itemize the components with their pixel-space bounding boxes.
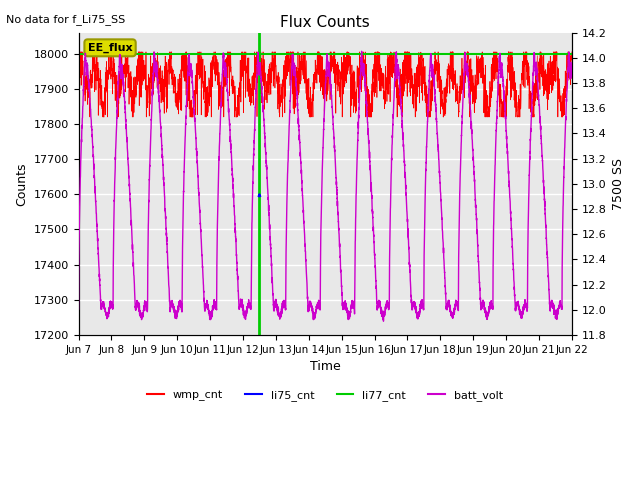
Y-axis label: Counts: Counts bbox=[15, 162, 28, 205]
Text: No data for f_Li75_SS: No data for f_Li75_SS bbox=[6, 14, 125, 25]
X-axis label: Time: Time bbox=[310, 360, 340, 373]
Y-axis label: 7500 SS: 7500 SS bbox=[612, 158, 625, 210]
Legend: wmp_cnt, li75_cnt, li77_cnt, batt_volt: wmp_cnt, li75_cnt, li77_cnt, batt_volt bbox=[143, 385, 508, 405]
Text: EE_flux: EE_flux bbox=[88, 43, 132, 53]
Title: Flux Counts: Flux Counts bbox=[280, 15, 370, 30]
